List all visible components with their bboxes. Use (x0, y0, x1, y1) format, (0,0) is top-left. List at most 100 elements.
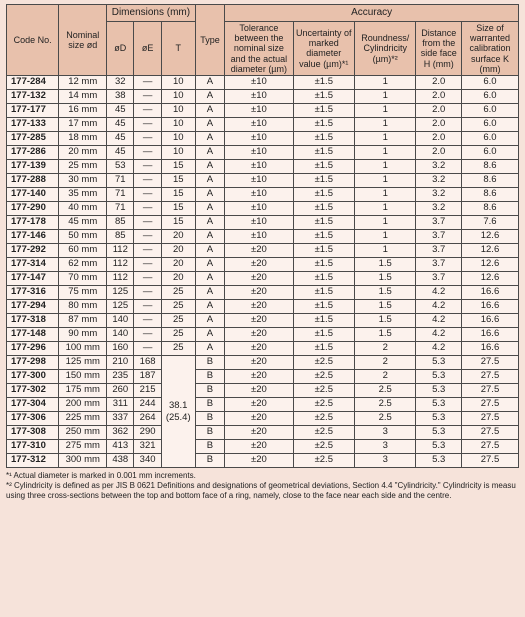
table-row: 177-28518 mm45—10A±10±1.512.06.0 (7, 132, 519, 146)
table-cell: 177-286 (7, 146, 59, 160)
table-row: 177-14770 mm112—20A±20±1.51.53.712.6 (7, 272, 519, 286)
table-cell: 215 (134, 384, 161, 398)
table-cell: 20 (161, 258, 195, 272)
spec-table: Code No. Nominal size ød Dimensions (mm)… (6, 4, 519, 468)
table-cell: 2 (355, 342, 416, 356)
table-cell: ±20 (225, 356, 293, 370)
table-cell: 90 mm (59, 328, 107, 342)
col-tol: Tolerance between the nominal size and t… (225, 21, 293, 76)
table-cell: 16.6 (461, 286, 518, 300)
table-cell: 15 (161, 202, 195, 216)
table-cell: 15 (161, 174, 195, 188)
table-cell: 27.5 (461, 384, 518, 398)
table-cell: ±1.5 (293, 76, 354, 90)
table-cell: ±2.5 (293, 384, 354, 398)
table-cell: ±2.5 (293, 412, 354, 426)
table-cell: ±20 (225, 398, 293, 412)
table-cell: 2.0 (416, 104, 462, 118)
table-cell: 1.5 (355, 314, 416, 328)
table-cell: 1.5 (355, 300, 416, 314)
table-cell: ±10 (225, 90, 293, 104)
table-cell: 10 (161, 104, 195, 118)
table-cell: 71 (107, 188, 134, 202)
table-cell: 16.6 (461, 342, 518, 356)
table-cell: 20 mm (59, 146, 107, 160)
table-cell: 125 (107, 286, 134, 300)
table-cell: ±2.5 (293, 440, 354, 454)
table-cell: 10 (161, 90, 195, 104)
table-cell: 168 (134, 356, 161, 370)
table-cell: 2.5 (355, 412, 416, 426)
table-cell: 177-294 (7, 300, 59, 314)
col-dist: Distance from the side face H (mm) (416, 21, 462, 76)
table-cell: 45 (107, 118, 134, 132)
table-cell: 177-284 (7, 76, 59, 90)
table-cell: 2.0 (416, 146, 462, 160)
table-cell: ±20 (225, 300, 293, 314)
table-cell: B (195, 412, 225, 426)
table-cell: 6.0 (461, 76, 518, 90)
table-cell: 27.5 (461, 440, 518, 454)
col-nominal: Nominal size ød (59, 5, 107, 76)
table-cell: 300 mm (59, 454, 107, 468)
table-cell: 244 (134, 398, 161, 412)
table-cell: — (134, 328, 161, 342)
table-cell: 85 (107, 216, 134, 230)
table-cell: ±1.5 (293, 90, 354, 104)
table-cell: 177-298 (7, 356, 59, 370)
table-cell: 3.2 (416, 188, 462, 202)
table-cell: ±10 (225, 160, 293, 174)
table-cell: 1 (355, 160, 416, 174)
table-cell: 5.3 (416, 426, 462, 440)
table-cell: ±2.5 (293, 356, 354, 370)
table-cell: ±1.5 (293, 230, 354, 244)
table-cell: — (134, 76, 161, 90)
table-cell: 4.2 (416, 342, 462, 356)
table-cell: 177-148 (7, 328, 59, 342)
table-cell: ±10 (225, 118, 293, 132)
table-row: 177-13925 mm53—15A±10±1.513.28.6 (7, 160, 519, 174)
table-cell: 1 (355, 146, 416, 160)
table-cell: 1 (355, 132, 416, 146)
table-cell: 45 (107, 104, 134, 118)
table-cell: A (195, 132, 225, 146)
table-cell: 3 (355, 440, 416, 454)
table-cell: 1.5 (355, 328, 416, 342)
table-cell: 275 mm (59, 440, 107, 454)
table-cell: 75 mm (59, 286, 107, 300)
table-cell: 5.3 (416, 412, 462, 426)
table-cell: ±1.5 (293, 328, 354, 342)
table-cell: 10 (161, 146, 195, 160)
table-cell: — (134, 342, 161, 356)
table-cell: B (195, 440, 225, 454)
table-cell: A (195, 202, 225, 216)
table-cell: — (134, 160, 161, 174)
table-cell: 80 mm (59, 300, 107, 314)
table-cell: ±2.5 (293, 454, 354, 468)
table-cell: B (195, 356, 225, 370)
table-cell: 5.3 (416, 454, 462, 468)
colgroup-accuracy: Accuracy (225, 5, 519, 22)
table-cell: 1 (355, 118, 416, 132)
col-unc: Uncertainty of marked diameter value (µm… (293, 21, 354, 76)
table-row: 177-298125 mm21016838.1 (25.4)B±20±2.525… (7, 356, 519, 370)
table-cell: — (134, 188, 161, 202)
table-cell: 6.0 (461, 90, 518, 104)
table-row: 177-28620 mm45—10A±10±1.512.06.0 (7, 146, 519, 160)
table-cell: 14 mm (59, 90, 107, 104)
table-cell: 25 (161, 300, 195, 314)
table-cell: ±1.5 (293, 118, 354, 132)
table-cell: 16 mm (59, 104, 107, 118)
table-cell: 5.3 (416, 398, 462, 412)
table-cell: 337 (107, 412, 134, 426)
table-cell: 8.6 (461, 202, 518, 216)
table-cell: 18 mm (59, 132, 107, 146)
table-cell: ±1.5 (293, 216, 354, 230)
table-cell: A (195, 272, 225, 286)
footnote-2: *² Cylindricity is defined as per JIS B … (6, 481, 519, 501)
table-cell: 177-285 (7, 132, 59, 146)
footnotes: *¹ Actual diameter is marked in 0.001 mm… (6, 471, 519, 501)
table-cell: ±20 (225, 412, 293, 426)
table-cell: 2.5 (355, 398, 416, 412)
table-cell: 1 (355, 90, 416, 104)
